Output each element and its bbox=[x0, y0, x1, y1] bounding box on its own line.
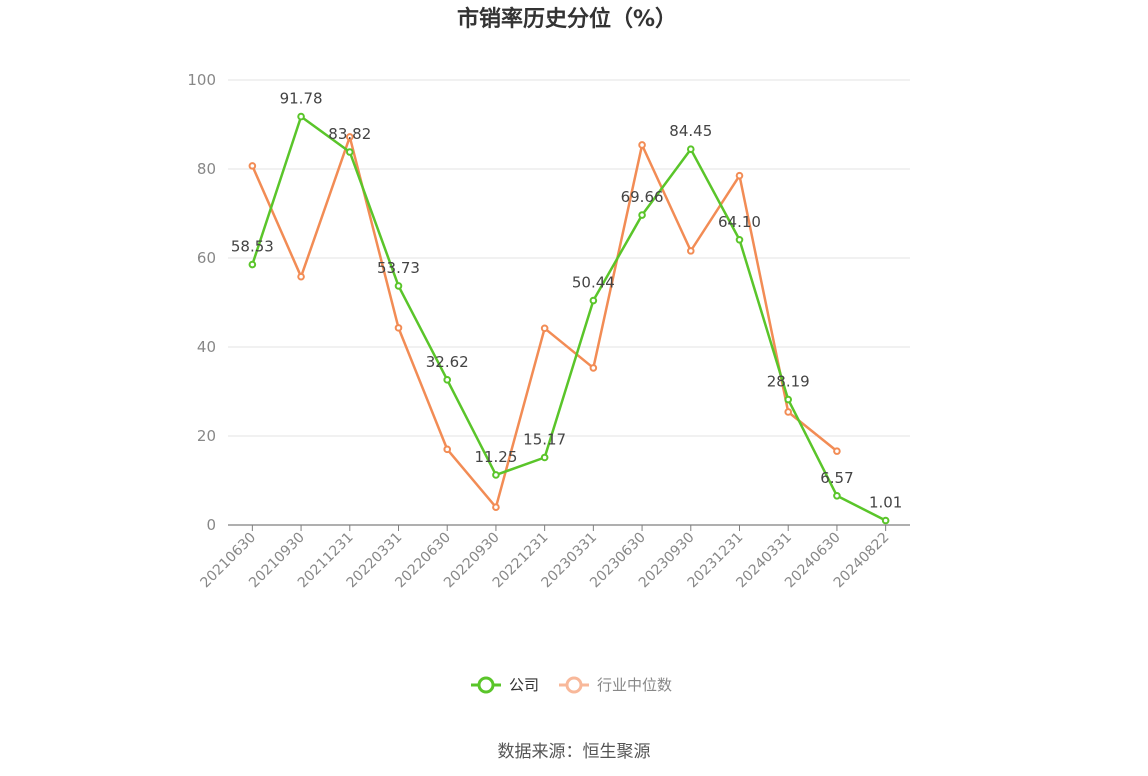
data-point[interactable] bbox=[540, 453, 549, 462]
data-label: 84.45 bbox=[669, 122, 712, 140]
legend-company-label: 公司 bbox=[509, 676, 539, 694]
legend: 公司 行业中位数 bbox=[471, 676, 672, 694]
data-label: 50.44 bbox=[572, 274, 615, 292]
data-point[interactable] bbox=[784, 408, 793, 416]
data-point[interactable] bbox=[443, 445, 452, 454]
x-axis: 2021063020210930202112312022033120220630… bbox=[197, 524, 910, 591]
data-point[interactable] bbox=[686, 247, 695, 255]
data-point[interactable] bbox=[492, 503, 500, 512]
data-point[interactable] bbox=[345, 148, 354, 156]
data-point[interactable] bbox=[784, 395, 793, 404]
data-label: 58.53 bbox=[231, 238, 274, 256]
data-point[interactable] bbox=[638, 211, 646, 219]
y-tick-label: 40 bbox=[197, 338, 216, 356]
y-axis: 0 20 40 60 80 100 bbox=[187, 71, 216, 534]
y-tick-label: 100 bbox=[187, 71, 216, 89]
legend-industry-marker bbox=[565, 676, 583, 694]
data-point[interactable] bbox=[394, 282, 403, 290]
series-industry bbox=[248, 133, 841, 512]
series-layer bbox=[248, 112, 890, 525]
data-point[interactable] bbox=[297, 272, 305, 281]
data-label: 83.82 bbox=[328, 125, 371, 143]
data-label: 28.19 bbox=[767, 373, 810, 391]
series-line bbox=[251, 115, 887, 522]
data-point[interactable] bbox=[443, 376, 452, 384]
data-point[interactable] bbox=[833, 491, 841, 500]
data-point[interactable] bbox=[394, 324, 403, 332]
data-point[interactable] bbox=[540, 324, 549, 333]
legend-item-company[interactable]: 公司 bbox=[471, 676, 539, 694]
y-tick-label: 20 bbox=[197, 427, 216, 445]
data-point[interactable] bbox=[833, 447, 841, 455]
data-point[interactable] bbox=[735, 171, 744, 180]
legend-industry-label: 行业中位数 bbox=[597, 676, 672, 694]
data-point[interactable] bbox=[735, 235, 744, 244]
data-point[interactable] bbox=[297, 112, 305, 121]
data-label: 1.01 bbox=[869, 494, 902, 512]
grid-lines bbox=[228, 79, 910, 437]
data-label: 91.78 bbox=[280, 90, 323, 108]
data-label: 6.57 bbox=[820, 469, 853, 487]
data-labels-layer: 58.53 91.78 83.82 53.73 32.62 11.25 15.17 50.44… bbox=[231, 90, 902, 512]
chart-title: 市销率历史分位（%） bbox=[457, 6, 677, 32]
data-point[interactable] bbox=[492, 471, 500, 479]
data-point[interactable] bbox=[638, 141, 646, 149]
data-point[interactable] bbox=[686, 145, 695, 153]
data-point[interactable] bbox=[589, 296, 598, 305]
data-source: 数据来源：恒生聚源 bbox=[498, 742, 651, 762]
data-label: 11.25 bbox=[474, 448, 517, 466]
data-point[interactable] bbox=[589, 364, 598, 372]
data-point[interactable] bbox=[248, 260, 257, 269]
series-line bbox=[251, 135, 838, 509]
data-point[interactable] bbox=[881, 516, 890, 525]
legend-item-industry[interactable]: 行业中位数 bbox=[559, 676, 672, 694]
data-label: 69.66 bbox=[621, 188, 664, 206]
series-company bbox=[248, 112, 890, 525]
y-tick-label: 0 bbox=[206, 516, 216, 534]
y-tick-label: 60 bbox=[197, 249, 216, 267]
y-tick-label: 80 bbox=[197, 160, 216, 178]
data-label: 15.17 bbox=[523, 430, 566, 448]
data-point[interactable] bbox=[345, 133, 354, 141]
data-point[interactable] bbox=[248, 162, 257, 170]
legend-company-marker bbox=[477, 676, 495, 694]
data-label: 32.62 bbox=[426, 353, 469, 371]
data-label: 64.10 bbox=[718, 213, 761, 231]
data-label: 53.73 bbox=[377, 259, 420, 277]
